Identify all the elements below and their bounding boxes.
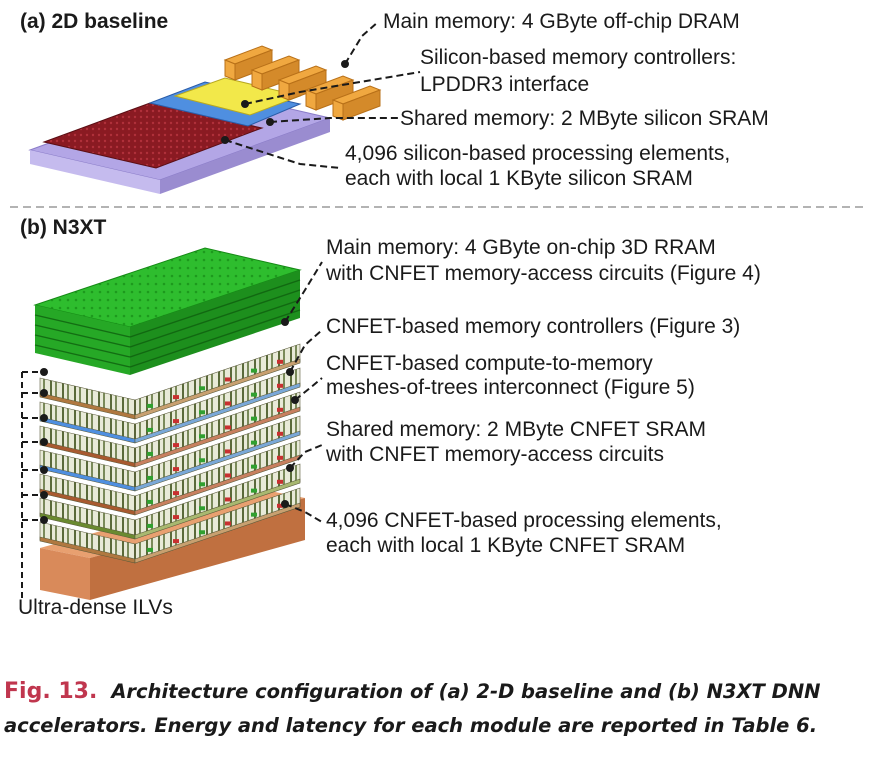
- label-b-pe-line2: each with local 1 KByte CNFET SRAM: [326, 534, 686, 557]
- component-dot: [147, 403, 153, 408]
- component-dot: [199, 410, 205, 415]
- component-dot: [173, 419, 179, 424]
- component-dot: [199, 482, 205, 487]
- component-dot: [147, 547, 153, 552]
- label-a-pe-line1: 4,096 silicon-based processing elements,: [345, 142, 731, 165]
- stack-layer: [39, 415, 301, 492]
- component-dot: [147, 523, 153, 528]
- component-dot: [251, 488, 257, 493]
- component-dot: [277, 479, 283, 484]
- label-a-pe-line2: each with local 1 KByte silicon SRAM: [345, 167, 693, 190]
- stack-layer: [39, 487, 301, 564]
- stack-layer: [39, 463, 301, 540]
- label-b-main-line1: Main memory: 4 GByte on-chip 3D RRAM: [326, 236, 716, 259]
- caption-text: Architecture configuration of (a) 2-D ba…: [4, 680, 821, 737]
- component-dot: [199, 530, 205, 535]
- component-dot: [173, 515, 179, 520]
- component-dot: [199, 506, 205, 511]
- component-dot: [251, 368, 257, 373]
- component-dot: [225, 401, 231, 406]
- component-dot: [277, 383, 283, 388]
- component-dot: [147, 475, 153, 480]
- component-dot: [225, 425, 231, 430]
- component-dot: [251, 392, 257, 397]
- component-dot: [173, 443, 179, 448]
- section-a-heading: (a) 2D baseline: [20, 10, 169, 33]
- stack-layer: [39, 439, 301, 516]
- component-dot: [225, 473, 231, 478]
- dram-modules: [223, 45, 382, 121]
- component-dot: [277, 359, 283, 364]
- component-dot: [199, 386, 205, 391]
- component-dot: [277, 503, 283, 508]
- figure-number: Fig. 13.: [4, 679, 98, 704]
- label-a-shared: Shared memory: 2 MByte silicon SRAM: [400, 107, 769, 130]
- architecture-illustration: [10, 21, 864, 600]
- n3xt-stack: [21, 247, 323, 600]
- stack-layer: [39, 391, 301, 468]
- label-b-controllers: CNFET-based memory controllers (Figure 3…: [326, 315, 741, 338]
- component-dot: [277, 407, 283, 412]
- component-dot: [251, 440, 257, 445]
- leader-lines-b: [284, 261, 323, 523]
- component-dot: [147, 427, 153, 432]
- component-dot: [277, 431, 283, 436]
- label-b-mesh-line1: CNFET-based compute-to-memory: [326, 352, 653, 375]
- component-dot: [173, 491, 179, 496]
- label-b-shared-line2: with CNFET memory-access circuits: [326, 443, 664, 466]
- component-dot: [277, 455, 283, 460]
- section-b-heading: (b) N3XT: [20, 216, 107, 239]
- component-dot: [173, 539, 179, 544]
- component-dot: [225, 497, 231, 502]
- component-dot: [251, 512, 257, 517]
- stack-layer: [39, 367, 301, 444]
- component-dot: [147, 499, 153, 504]
- component-dot: [251, 416, 257, 421]
- label-a-controllers-line1: Silicon-based memory controllers:: [420, 46, 737, 69]
- component-dot: [225, 377, 231, 382]
- component-dot: [199, 434, 205, 439]
- component-dot: [225, 449, 231, 454]
- component-dot: [173, 467, 179, 472]
- component-dot: [251, 464, 257, 469]
- label-a-main-memory: Main memory: 4 GByte off-chip DRAM: [383, 10, 740, 33]
- component-dot: [199, 458, 205, 463]
- stacked-device-layers: [39, 343, 301, 564]
- label-b-pe-line1: 4,096 CNFET-based processing elements,: [326, 509, 722, 532]
- stack-layer: [39, 343, 301, 420]
- label-b-main-line2: with CNFET memory-access circuits (Figur…: [326, 262, 761, 285]
- ilv-bracket: [21, 371, 42, 600]
- label-b-mesh-line2: meshes-of-trees interconnect (Figure 5): [326, 376, 695, 399]
- processing-element-array: [42, 102, 264, 169]
- component-dot: [225, 521, 231, 526]
- component-dot: [173, 395, 179, 400]
- baseline-chip: [28, 21, 421, 194]
- label-b-ilv: Ultra-dense ILVs: [18, 596, 173, 619]
- label-b-shared-line1: Shared memory: 2 MByte CNFET SRAM: [326, 418, 707, 441]
- figure-caption: Fig. 13. Architecture configuration of (a…: [4, 675, 864, 743]
- rram-memory-stack: [33, 247, 302, 375]
- label-a-controllers-line2: LPDDR3 interface: [420, 73, 590, 96]
- component-dot: [147, 451, 153, 456]
- leader-lines-a: [224, 21, 421, 169]
